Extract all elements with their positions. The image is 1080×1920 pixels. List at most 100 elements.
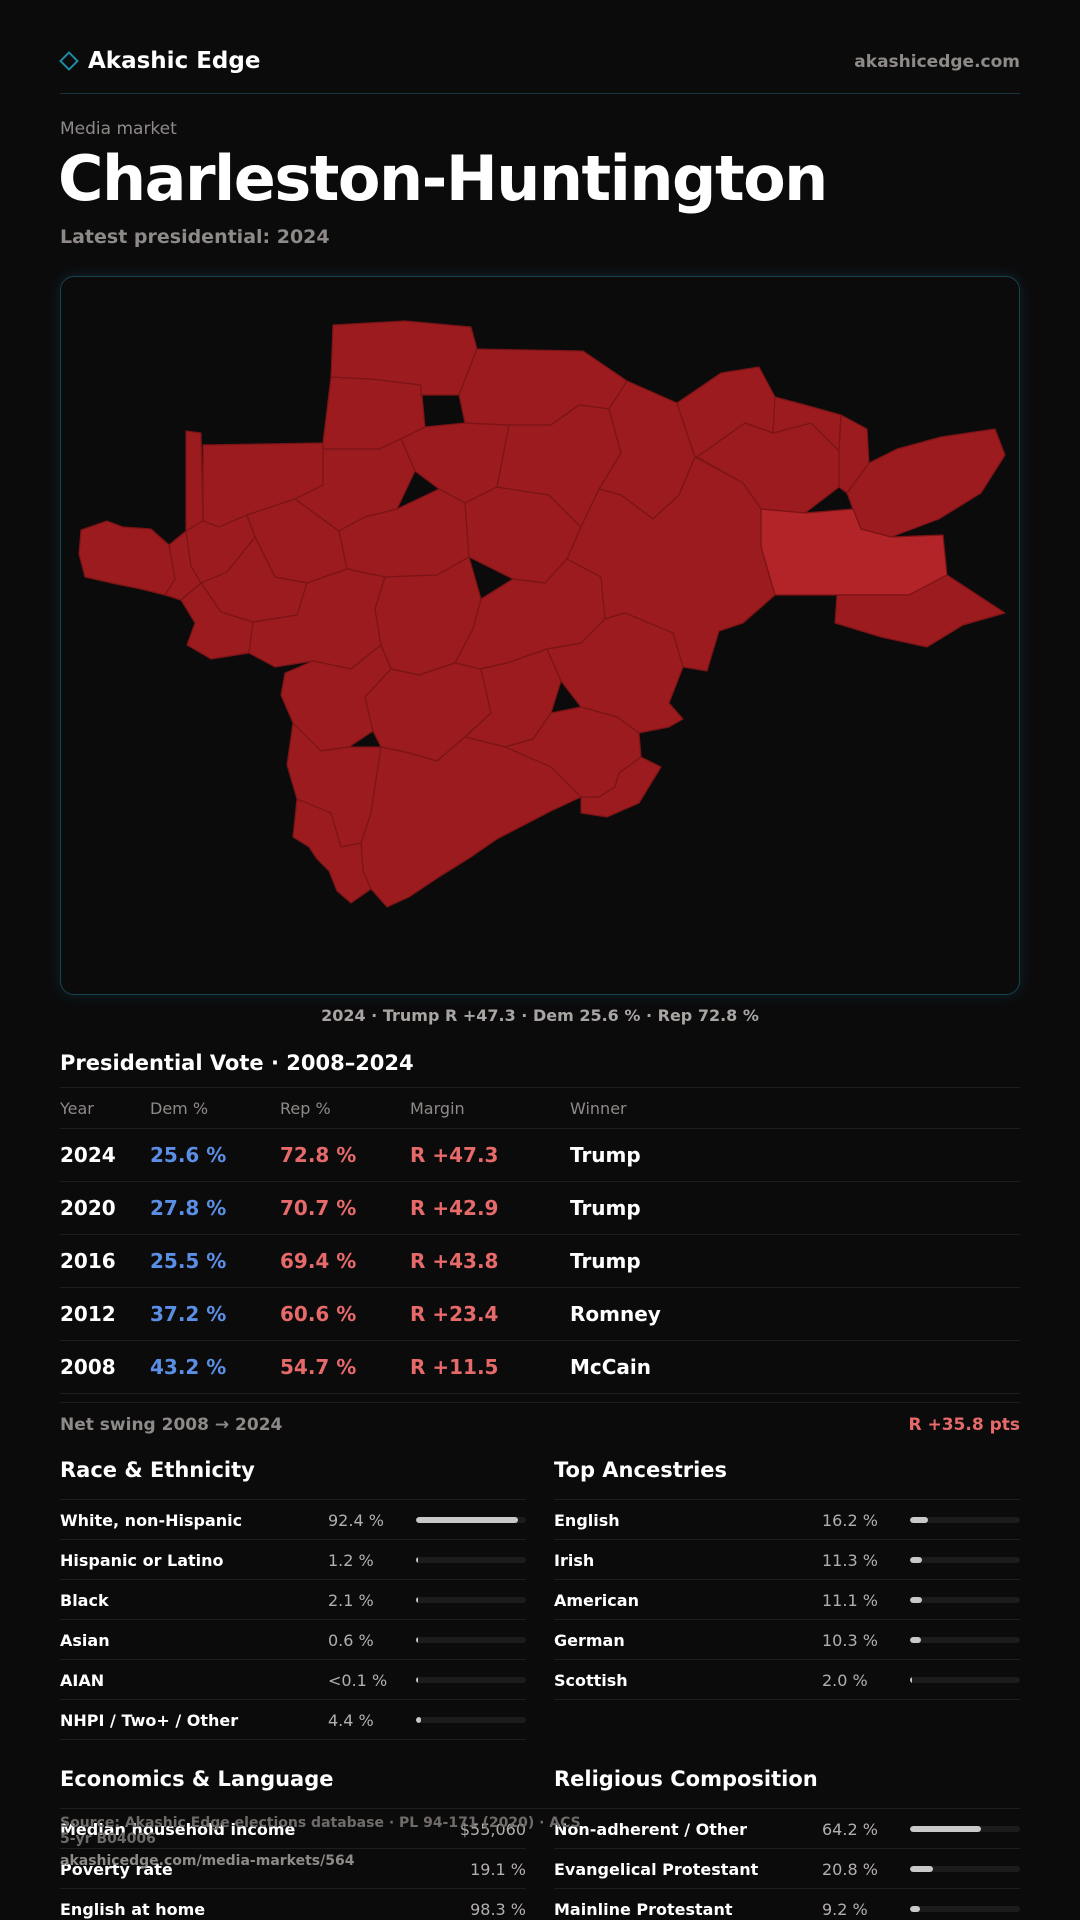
county-shape <box>292 798 372 904</box>
net-swing-value: R +35.8 pts <box>908 1415 1020 1435</box>
year-cell: 2020 <box>60 1196 116 1220</box>
vote-section-title: Presidential Vote · 2008–2024 <box>60 1051 414 1075</box>
winner-cell: Trump <box>570 1143 641 1167</box>
year-cell: 2024 <box>60 1143 116 1167</box>
stat-row: Hispanic or Latino 1.2 % <box>60 1540 526 1580</box>
col-winner-header: Winner <box>570 1099 627 1118</box>
stat-value: 19.1 % <box>470 1860 526 1879</box>
religion-title: Religious Composition <box>554 1763 1020 1809</box>
religion-panel: Religious Composition Non-adherent / Oth… <box>554 1763 1020 1920</box>
stat-label: American <box>554 1591 639 1610</box>
stat-row: English 16.2 % <box>554 1500 1020 1540</box>
stat-bar-fill <box>910 1597 923 1603</box>
stat-label: English at home <box>60 1900 206 1919</box>
stat-value: 0.6 % <box>328 1631 374 1650</box>
stat-label: German <box>554 1631 625 1650</box>
stat-value: 98.3 % <box>470 1900 526 1919</box>
brand[interactable]: Akashic Edge <box>59 48 261 74</box>
margin-cell: R +42.9 <box>410 1196 499 1220</box>
religion-rows: Non-adherent / Other 64.2 % Evangelical Pr… <box>554 1809 1020 1920</box>
vote-table-header: Year Dem % Rep % Margin Winner <box>60 1088 1020 1129</box>
ancestry-panel: Top Ancestries English 16.2 % Irish 11.3 % A… <box>554 1454 1020 1700</box>
race-title: Race & Ethnicity <box>60 1454 526 1500</box>
county-shape <box>280 644 392 752</box>
stat-label: English <box>554 1511 620 1530</box>
stat-row: White, non-Hispanic 92.4 % <box>60 1500 526 1540</box>
stat-value: 20.8 % <box>822 1860 878 1879</box>
race-panel: Race & Ethnicity White, non-Hispanic 92.4… <box>60 1454 526 1740</box>
stat-row: Non-adherent / Other 64.2 % <box>554 1809 1020 1849</box>
stat-bar-fill <box>910 1826 981 1832</box>
vote-row: 2016 25.5 % 69.4 % R +43.8 Trump <box>60 1235 1020 1288</box>
stat-row: Black 2.1 % <box>60 1580 526 1620</box>
stat-label: NHPI / Two+ / Other <box>60 1711 239 1730</box>
winner-cell: Trump <box>570 1196 641 1220</box>
site-url-link[interactable]: akashicedge.com <box>854 52 1020 72</box>
diamond-logo-icon <box>59 51 79 71</box>
stat-bar <box>910 1637 1020 1643</box>
footer-url-link[interactable]: akashicedge.com/media-markets/564 <box>60 1853 355 1869</box>
margin-cell: R +23.4 <box>410 1302 499 1326</box>
stat-bar <box>416 1597 526 1603</box>
footer: Source: Akashic Edge elections database … <box>60 1808 594 1869</box>
stat-bar <box>910 1517 1020 1523</box>
stat-label: White, non-Hispanic <box>60 1511 243 1530</box>
stat-bar <box>910 1677 1020 1683</box>
stat-row: German 10.3 % <box>554 1620 1020 1660</box>
stat-row: English at home 98.3 % <box>60 1889 526 1920</box>
county-map[interactable] <box>60 276 1020 995</box>
stat-value: 1.2 % <box>328 1551 374 1570</box>
stat-label: Poverty rate <box>60 1860 173 1879</box>
rep-cell: 70.7 % <box>280 1196 357 1220</box>
stat-bar-fill <box>416 1637 418 1643</box>
stat-value: <0.1 % <box>328 1671 388 1690</box>
margin-cell: R +11.5 <box>410 1355 499 1379</box>
stat-bar <box>910 1826 1020 1832</box>
stat-value: 9.2 % <box>822 1900 868 1919</box>
county-shape <box>330 320 478 396</box>
county-shape <box>834 574 1006 648</box>
vote-row: 2020 27.8 % 70.7 % R +42.9 Trump <box>60 1182 1020 1235</box>
stat-bar-fill <box>910 1906 921 1912</box>
stat-bar <box>910 1557 1020 1563</box>
winner-cell: McCain <box>570 1355 652 1379</box>
stat-bar <box>910 1597 1020 1603</box>
stat-bar-fill <box>416 1597 419 1603</box>
stat-label: Asian <box>60 1631 110 1650</box>
net-swing-label: Net swing 2008 → 2024 <box>60 1415 283 1435</box>
rep-cell: 54.7 % <box>280 1355 357 1379</box>
stat-bar-fill <box>910 1637 922 1643</box>
stat-bar-fill <box>910 1557 923 1563</box>
stat-bar <box>416 1637 526 1643</box>
county-map-svg <box>78 320 1006 908</box>
stat-row: American 11.1 % <box>554 1580 1020 1620</box>
county-shape <box>294 438 416 532</box>
stat-label: Irish <box>554 1551 595 1570</box>
race-rows: White, non-Hispanic 92.4 % Hispanic or Lat… <box>60 1500 526 1740</box>
stat-row: Median household income $55,060 <box>60 1809 526 1849</box>
stat-row: Scottish 2.0 % <box>554 1660 1020 1700</box>
stat-bar <box>416 1517 526 1523</box>
page-subtitle: Latest presidential: 2024 <box>60 226 330 248</box>
stat-bar <box>416 1717 526 1723</box>
stat-label: Scottish <box>554 1671 628 1690</box>
rep-cell: 69.4 % <box>280 1249 357 1273</box>
stat-value: $55,060 <box>459 1820 526 1839</box>
dem-cell: 27.8 % <box>150 1196 227 1220</box>
col-dem-header: Dem % <box>150 1099 209 1118</box>
economics-title: Economics & Language <box>60 1763 526 1809</box>
stat-bar-fill <box>416 1717 421 1723</box>
year-cell: 2016 <box>60 1249 116 1273</box>
footer-source: Source: Akashic Edge elections database … <box>60 1815 581 1847</box>
col-rep-header: Rep % <box>280 1099 331 1118</box>
brand-name: Akashic Edge <box>88 48 261 74</box>
rep-cell: 72.8 % <box>280 1143 357 1167</box>
stat-label: AIAN <box>60 1671 105 1690</box>
stat-bar <box>416 1557 526 1563</box>
stat-value: 2.0 % <box>822 1671 868 1690</box>
year-cell: 2008 <box>60 1355 116 1379</box>
stat-row: Poverty rate 19.1 % <box>60 1849 526 1889</box>
map-caption: 2024 · Trump R +47.3 · Dem 25.6 % · Rep … <box>321 1006 759 1025</box>
stat-value: 16.2 % <box>822 1511 878 1530</box>
stat-label: Evangelical Protestant <box>554 1860 759 1879</box>
